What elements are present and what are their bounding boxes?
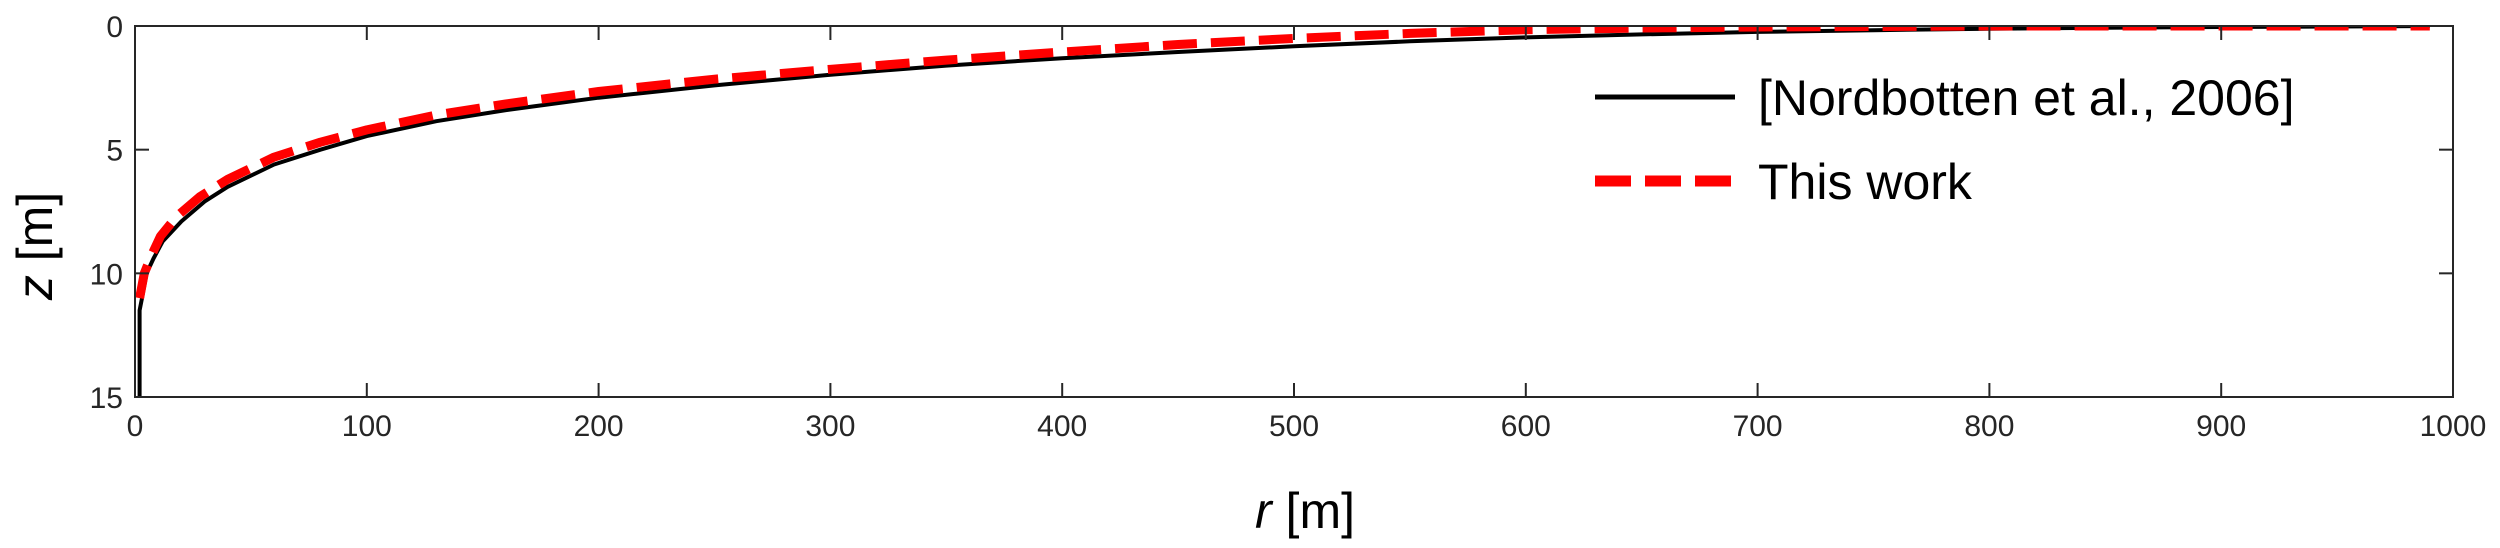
x-tick-label: 900	[2196, 410, 2246, 443]
y-tick-label: 0	[106, 11, 123, 44]
x-tick-label: 400	[1037, 410, 1087, 443]
y-tick-label: 5	[106, 135, 123, 168]
y-axis-label-var: z	[7, 275, 63, 301]
legend-label-nordbotten: [Nordbotten et al., 2006]	[1758, 70, 2294, 126]
y-axis-label-unit: [m]	[7, 192, 63, 275]
x-axis-label: r [m]	[1255, 483, 1355, 539]
series-line-this-work	[135, 26, 2430, 299]
legend-label-this-work: This work	[1758, 154, 1973, 210]
x-tick-label: 800	[1964, 410, 2014, 443]
y-tick-label: 10	[90, 258, 123, 291]
x-tick-label: 1000	[2420, 410, 2487, 443]
x-tick-label: 100	[342, 410, 392, 443]
x-axis-label-unit: [m]	[1272, 483, 1355, 539]
x-tick-label: 500	[1269, 410, 1319, 443]
x-axis-label-var: r	[1255, 483, 1274, 539]
y-tick-label: 15	[90, 382, 123, 415]
y-axis-label: z [m]	[7, 192, 63, 301]
legend: [Nordbotten et al., 2006] This work	[1595, 70, 2294, 210]
x-axis-ticks: 0 100 200 300 400 500 600 700 800 900 1000	[127, 26, 2487, 443]
x-tick-label: 200	[574, 410, 624, 443]
x-tick-label: 600	[1501, 410, 1551, 443]
x-tick-label: 700	[1733, 410, 1783, 443]
x-tick-label: 300	[805, 410, 855, 443]
y-axis-ticks: 0 5 10 15	[90, 11, 2453, 415]
x-tick-label: 0	[127, 410, 144, 443]
